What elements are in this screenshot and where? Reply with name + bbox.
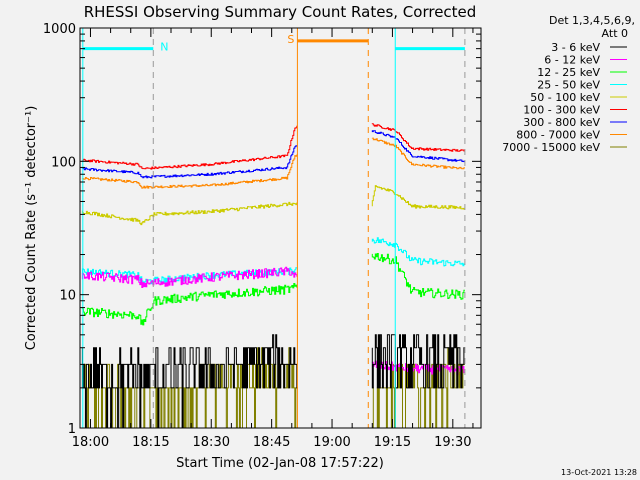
legend-label: 800 - 7000 keV [516,129,600,142]
series-line-7-seg-0 [81,154,298,189]
y-tick-label: 100 [51,155,76,170]
plot-area: NS [81,28,466,429]
legend: Det 1,3,4,5,6,9, Att 0 7000 - 15000 keV8… [502,14,635,154]
series-line-6-seg-0 [81,145,298,179]
series-line-6-seg-1 [371,130,465,163]
axes: 1 10 100 1000 18:00 18:15 18:30 18:45 19:00 19:15… [43,22,481,450]
flag-label: N [160,41,168,54]
series-line-5-seg-0 [81,125,298,170]
legend-header-2: Att 0 [602,27,628,40]
x-tick-label: 18:00 [72,435,109,450]
x-tick-label: 18:15 [132,435,169,450]
series-line-0-seg-1 [371,334,465,389]
legend-label: 6 - 12 keV [544,54,600,67]
x-tick-label: 19:30 [434,435,471,450]
series-line-4-seg-0 [81,201,298,226]
plot-frame [79,27,482,429]
x-tick-label: 18:45 [253,435,290,450]
series-line-7-seg-1 [371,137,465,170]
x-axis-label: Start Time (02-Jan-08 17:57:22) [176,456,384,471]
series-line-3-seg-1 [371,237,465,267]
x-tick-label: 19:00 [313,435,350,450]
series-line-4-seg-1 [371,185,465,210]
x-tick-label: 18:30 [193,435,230,450]
legend-label: 12 - 25 keV [537,66,600,79]
legend-label: 100 - 300 keV [523,104,600,117]
legend-label: 300 - 800 keV [523,116,600,129]
legend-label: 25 - 50 keV [537,79,600,92]
chart-title: RHESSI Observing Summary Count Rates, Co… [84,3,477,21]
y-tick-label: 1000 [43,22,76,37]
y-axis-label: Corrected Count Rate (s⁻¹ detector⁻¹) [24,106,39,351]
series-line-2-seg-0 [81,283,298,326]
footer-timestamp: 13-Oct-2021 13:28 [561,468,637,477]
series-line-1-seg-0 [81,266,298,288]
legend-label: 3 - 6 keV [551,41,600,54]
y-tick-label: 10 [59,289,76,304]
flag-label: S [287,33,294,46]
y-tick-label: 1 [68,422,76,437]
legend-label: 50 - 100 keV [530,91,600,104]
series-line-2-seg-1 [371,253,465,300]
x-tick-label: 19:15 [374,435,411,450]
series-line-5-seg-1 [371,123,465,152]
legend-header-1: Det 1,3,4,5,6,9, [549,14,635,27]
legend-label: 7000 - 15000 keV [502,141,600,154]
